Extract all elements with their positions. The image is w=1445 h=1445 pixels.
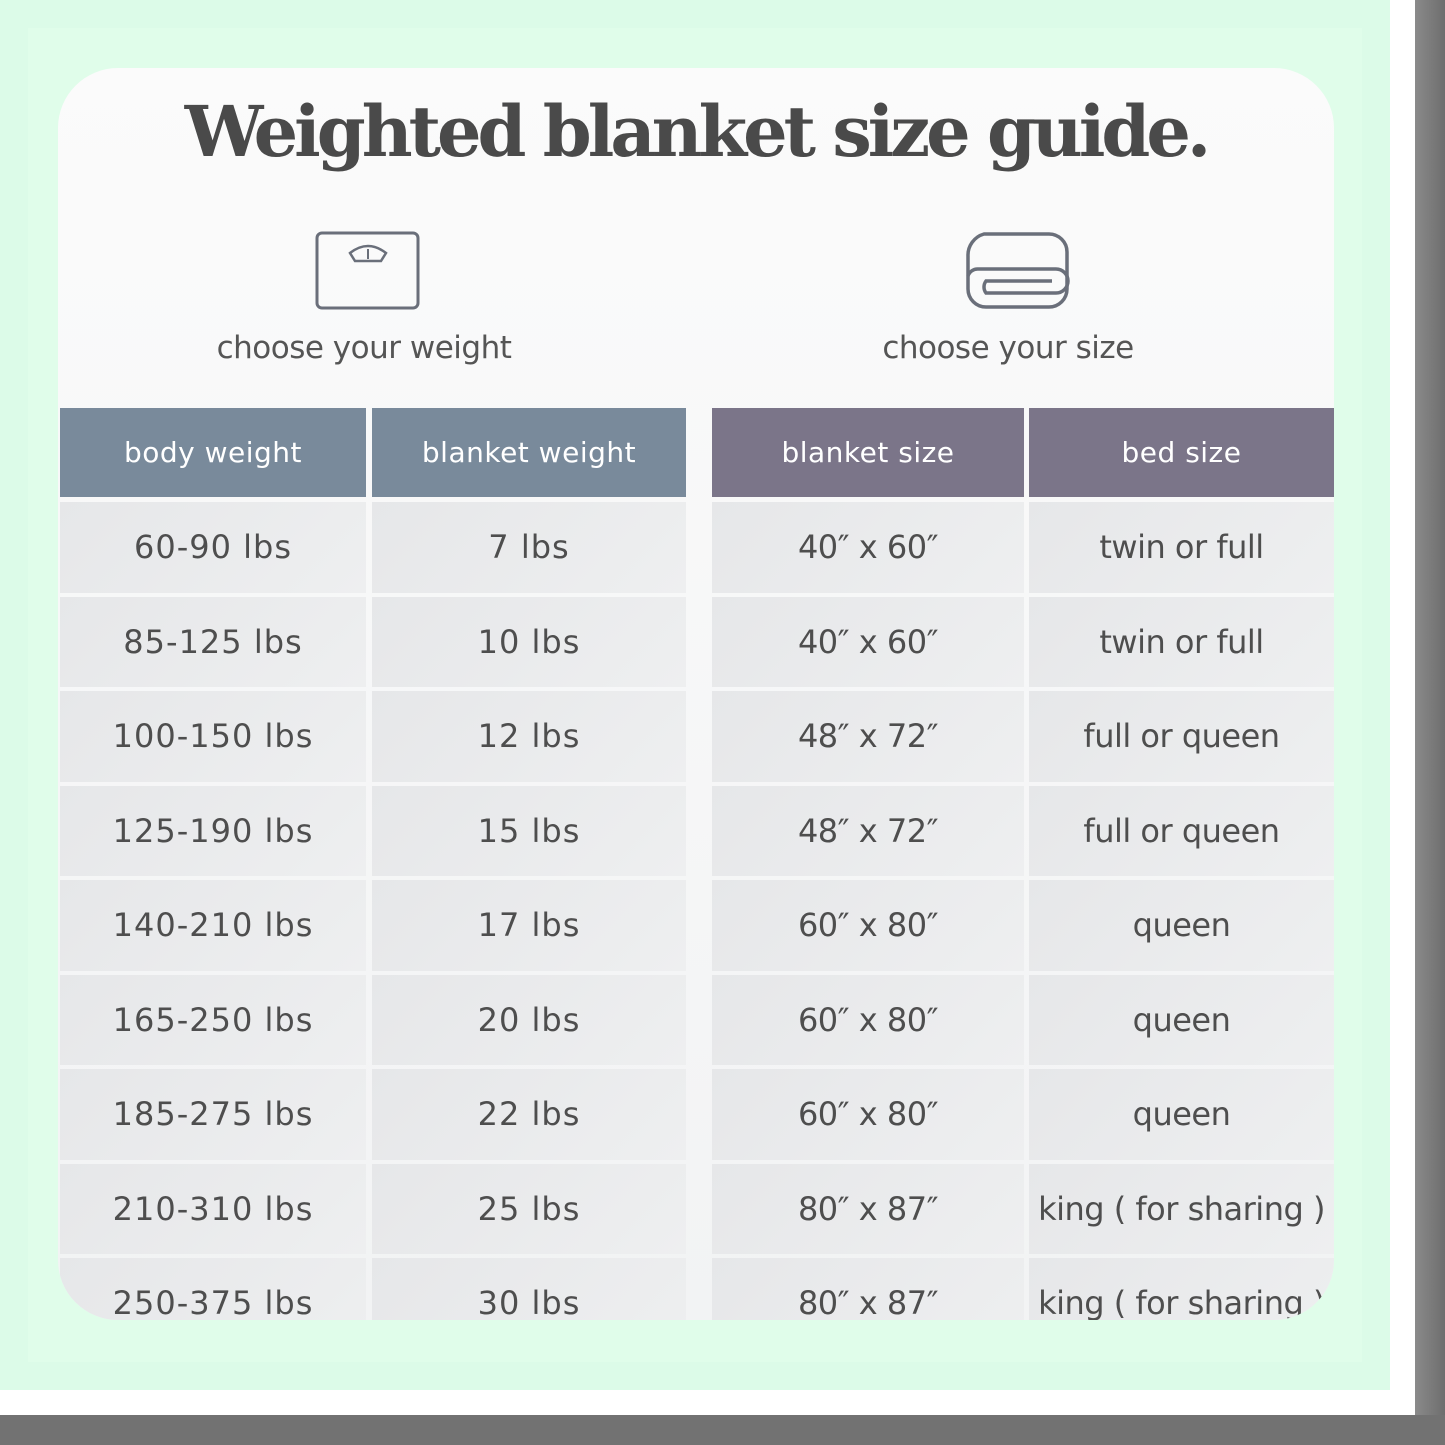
table-cell: full or queen [1029, 691, 1334, 782]
table-cell: queen [1029, 974, 1334, 1065]
table-cell: 100-150 lbs [60, 691, 366, 782]
table-cell: twin or full [1029, 502, 1334, 593]
table-cell: 17 lbs [372, 880, 686, 971]
table-cell: 210-310 lbs [60, 1163, 366, 1254]
table-cell: 125-190 lbs [60, 785, 366, 876]
table-cell: 48″ x 72″ [712, 785, 1024, 876]
table-cell: queen [1029, 1069, 1334, 1160]
frame-shadow [0, 1415, 1445, 1445]
table-cell: 250-375 lbs [60, 1258, 366, 1320]
table-cell: 80″ x 87″ [712, 1258, 1024, 1320]
column-header: blanket weight [372, 408, 686, 497]
frame-shadow [1415, 0, 1445, 1445]
table-cell: 85-125 lbs [60, 596, 366, 687]
table-cell: 80″ x 87″ [712, 1163, 1024, 1254]
table-cell: queen [1029, 880, 1334, 971]
table-cell: 60-90 lbs [60, 502, 366, 593]
table-cell: 165-250 lbs [60, 974, 366, 1065]
table-cell: 25 lbs [372, 1163, 686, 1254]
table-cell: 140-210 lbs [60, 880, 366, 971]
scale-icon [315, 231, 420, 310]
table-cell: 60″ x 80″ [712, 1069, 1024, 1160]
table-cell: 20 lbs [372, 974, 686, 1065]
table-cell: king ( for sharing ) [1029, 1163, 1334, 1254]
table-cell: 185-275 lbs [60, 1069, 366, 1160]
table-cell: 30 lbs [372, 1258, 686, 1320]
column-header: blanket size [712, 408, 1024, 497]
table-cell: 12 lbs [372, 691, 686, 782]
table-cell: 22 lbs [372, 1069, 686, 1160]
table-cell: full or queen [1029, 785, 1334, 876]
table-cell: 40″ x 60″ [712, 502, 1024, 593]
column-header: bed size [1029, 408, 1334, 497]
caption: choose your size [882, 330, 1134, 366]
caption: choose your weight [216, 330, 512, 366]
table-cell: king ( for sharing ) [1029, 1258, 1334, 1320]
table-cell: 15 lbs [372, 785, 686, 876]
table-cell: twin or full [1029, 596, 1334, 687]
table-cell: 40″ x 60″ [712, 596, 1024, 687]
table-cell: 60″ x 80″ [712, 880, 1024, 971]
title: Weighted blanket size guide. [184, 90, 1212, 173]
table-cell: 10 lbs [372, 596, 686, 687]
column-header: body weight [60, 408, 366, 497]
blanket-icon [966, 232, 1070, 309]
guide-panel: Weighted blanket size guide. choose your… [58, 68, 1334, 1320]
table-cell: 48″ x 72″ [712, 691, 1024, 782]
table-cell: 60″ x 80″ [712, 974, 1024, 1065]
table-cell: 7 lbs [372, 502, 686, 593]
